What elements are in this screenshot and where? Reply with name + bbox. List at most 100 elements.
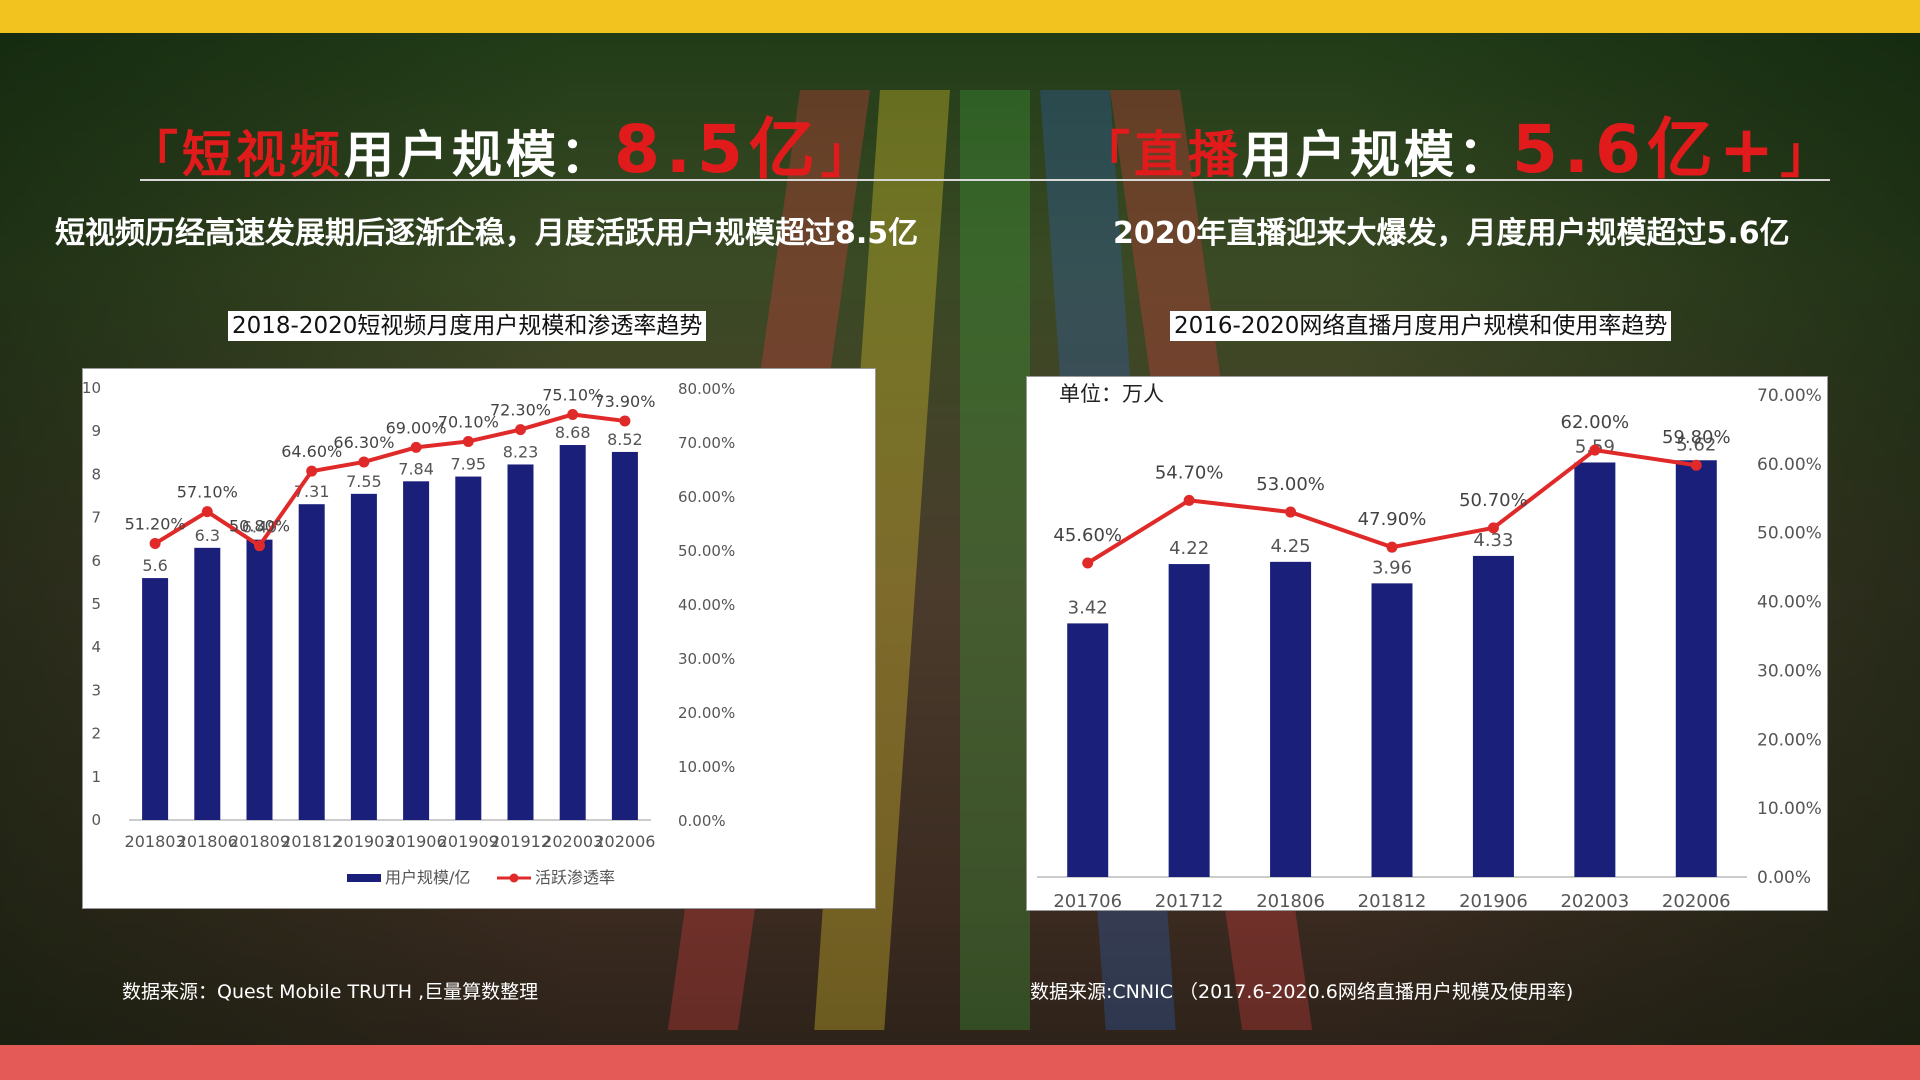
bar-value-label: 4.25 xyxy=(1271,536,1311,557)
line-point-202003 xyxy=(1589,444,1601,456)
line-point-202003 xyxy=(567,408,579,420)
bar-value-label: 4.22 xyxy=(1169,538,1209,559)
headline-live-stream: 「直播用户规模：5.6亿+」 xyxy=(1080,96,1834,188)
legend-bar-swatch xyxy=(347,874,381,882)
chart-live-stream: 单位：万人 0.00% 10.00% 20.00% 30.00% 40.00% 50.00%… xyxy=(1026,376,1828,912)
y-left-tick-label: 3 xyxy=(91,681,101,699)
y-left-tick-label: 2 xyxy=(91,725,101,743)
y-left-tick-label: 9 xyxy=(91,422,101,440)
x-tick-label: 201912 xyxy=(490,832,551,851)
y-right-tick-label: 50.00% xyxy=(1757,524,1822,544)
bar-value-label: 4.33 xyxy=(1473,530,1513,551)
x-tick-label: 201809 xyxy=(229,832,290,851)
headline-bracket-open: 「 xyxy=(1080,126,1134,184)
headline-label-red: 直播 xyxy=(1134,126,1242,184)
headline-label-white: 用户规模： xyxy=(344,126,614,184)
bar-value-label: 8.52 xyxy=(607,430,643,449)
line-value-label: 75.10% xyxy=(542,385,603,404)
line-value-label: 70.10% xyxy=(438,412,499,431)
x-tick-label: 201706 xyxy=(1053,891,1122,910)
line-value-label: 57.10% xyxy=(177,483,238,502)
bar-201812 xyxy=(298,504,325,820)
y-left-tick-label: 10 xyxy=(83,379,101,397)
bar-201912 xyxy=(507,464,534,820)
headline-label-white: 用户规模： xyxy=(1242,126,1512,184)
bar-201803 xyxy=(142,578,169,820)
headline-value: 5.6亿+ xyxy=(1512,111,1781,188)
x-tick-label: 201806 xyxy=(1256,891,1325,910)
y-right-tick-label: 50.00% xyxy=(678,542,735,560)
y-right-tick-label: 10.00% xyxy=(678,758,735,776)
headline-value: 8.5亿 xyxy=(614,111,821,188)
y-right-tick-label: 30.00% xyxy=(1757,661,1822,681)
bottom-accent-bar xyxy=(0,1045,1920,1080)
x-tick-label: 202006 xyxy=(1662,891,1731,910)
source-short-video: 数据来源：Quest Mobile TRUTH ,巨量算数整理 xyxy=(122,981,539,1003)
line-value-label: 69.00% xyxy=(386,418,447,437)
bar-201909 xyxy=(455,476,482,820)
x-tick-label: 201812 xyxy=(1358,891,1427,910)
legend-label-line: 活跃渗透率 xyxy=(535,868,615,887)
bar-201706 xyxy=(1067,623,1109,877)
bar-value-label: 7.55 xyxy=(346,472,382,491)
line-point-201912 xyxy=(515,424,526,436)
bar-value-label: 5.62 xyxy=(1676,434,1716,455)
y-right-tick-label: 70.00% xyxy=(1757,386,1822,406)
y-left-tick-label: 4 xyxy=(91,638,101,656)
chart-short-video-svg: 0 1 2 3 4 5 6 7 8 9 10 0.00% 10.00% 20.00% 30.00% 40.00… xyxy=(82,379,735,887)
bar-value-label: 6.3 xyxy=(195,526,220,545)
divider-line xyxy=(140,179,1830,181)
x-tick-label: 201812 xyxy=(281,832,342,851)
line-value-label: 62.00% xyxy=(1561,412,1630,433)
bar-value-label: 5.6 xyxy=(142,556,167,575)
x-tick-label: 201712 xyxy=(1155,891,1224,910)
line-value-label: 53.00% xyxy=(1256,474,1325,495)
line-point-201803 xyxy=(149,538,161,550)
source-live-stream: 数据来源:CNNIC （2017.6-2020.6网络直播用户规模及使用率) xyxy=(1030,981,1574,1003)
y-right-tick-label: 10.00% xyxy=(1757,799,1822,819)
bar-201712 xyxy=(1168,564,1210,877)
y-right-tick-label: 0.00% xyxy=(678,812,726,830)
slide-stripe-green xyxy=(960,90,1030,1030)
line-value-label: 59.80% xyxy=(1662,427,1731,448)
line-value-label: 66.30% xyxy=(333,433,394,452)
headline-bracket-close: 」 xyxy=(1780,126,1835,184)
y-right-tick-label: 80.00% xyxy=(678,380,735,398)
line-value-label: 47.90% xyxy=(1358,509,1427,530)
legend-label-bars: 用户规模/亿 xyxy=(385,868,470,887)
x-tick-label: 201903 xyxy=(333,832,394,851)
y-right-tick-label: 30.00% xyxy=(678,650,735,668)
x-tick-label: 202003 xyxy=(542,832,603,851)
y-right-tick-label: 20.00% xyxy=(678,704,735,722)
bar-value-label: 7.95 xyxy=(450,455,486,474)
bar-value-label: 3.96 xyxy=(1372,557,1412,578)
line-point-201812 xyxy=(1386,541,1398,553)
top-accent-bar xyxy=(0,0,1920,33)
chart-title-short-video: 2018-2020短视频月度用户规模和渗透率趋势 xyxy=(228,311,707,341)
line-point-201806 xyxy=(1285,506,1297,518)
line-point-201906 xyxy=(410,441,422,453)
line-value-label: 64.60% xyxy=(281,442,342,461)
headline-label-red: 短视频 xyxy=(182,126,344,184)
line-point-201712 xyxy=(1183,494,1195,506)
line-point-201806 xyxy=(201,506,213,518)
y-right-tick-label: 60.00% xyxy=(1757,455,1822,475)
line-point-201706 xyxy=(1082,557,1094,569)
bar-value-label: 3.42 xyxy=(1068,597,1108,618)
x-tick-label: 201909 xyxy=(438,832,499,851)
x-tick-label: 202003 xyxy=(1560,891,1629,910)
x-tick-label: 201906 xyxy=(386,832,447,851)
x-tick-label: 202006 xyxy=(594,832,655,851)
line-point-202006 xyxy=(619,415,631,427)
y-right-tick-label: 40.00% xyxy=(1757,593,1822,613)
line-series-活跃渗透率 xyxy=(154,412,626,549)
line-point-201906 xyxy=(1487,522,1499,534)
line-point-201812 xyxy=(306,465,318,477)
bar-value-label: 8.68 xyxy=(555,423,591,442)
line-point-201909 xyxy=(462,435,474,447)
line-value-label: 72.30% xyxy=(490,401,551,420)
y-left-tick-label: 0 xyxy=(91,811,101,829)
chart-live-stream-svg: 单位：万人 0.00% 10.00% 20.00% 30.00% 40.00% 50.00%… xyxy=(1037,382,1822,912)
subtitle-live-stream: 2020年直播迎来大爆发，月度用户规模超过5.6亿 xyxy=(1113,216,1790,251)
bar-202006 xyxy=(1675,460,1717,877)
